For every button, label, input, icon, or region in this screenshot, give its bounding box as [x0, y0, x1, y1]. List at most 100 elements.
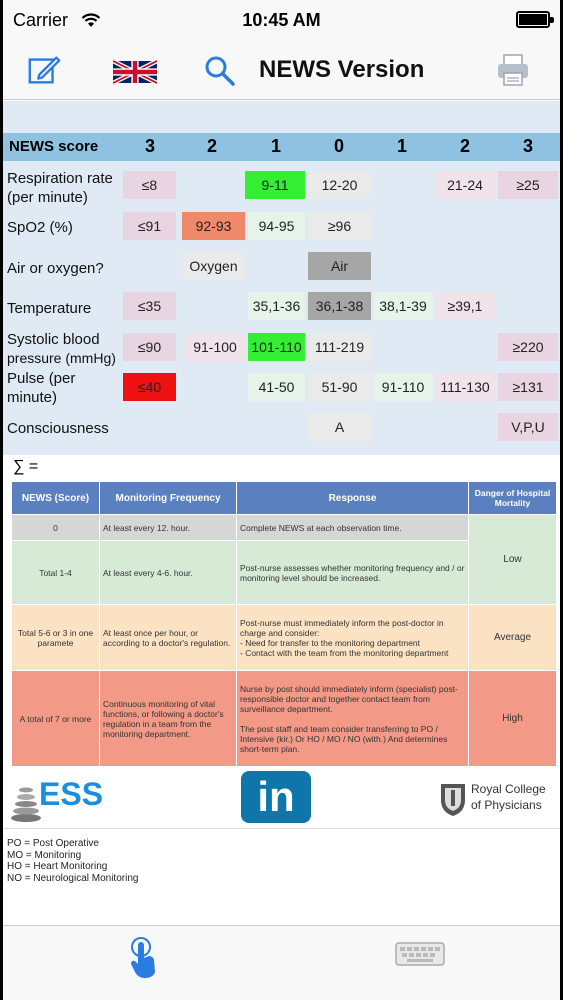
ess-logo-text: ESS — [39, 776, 104, 812]
cell-oxygen[interactable]: Oxygen — [182, 252, 245, 280]
table-row: A total of 7 or more Continuous monitori… — [11, 670, 557, 767]
row-label-pulse: Pulse (per minute) — [7, 370, 76, 406]
divider — [3, 828, 560, 829]
battery-icon — [516, 11, 554, 28]
table-row: Total 1-4 At least every 4-6. hour. Post… — [11, 540, 557, 605]
score-cell: A total of 7 or more — [11, 670, 100, 767]
cell-air-selected[interactable]: Air — [308, 252, 371, 280]
row-label-air-oxygen: Air or oxygen? — [7, 260, 104, 277]
cell-respiration-score2[interactable]: 21-24 — [435, 171, 495, 199]
cell-consciousness-vpu[interactable]: V,P,U — [498, 413, 558, 441]
logo-strip: ESS in Royal College of Physicians — [3, 768, 560, 828]
score-cell: 0 — [11, 514, 100, 541]
legend-item: MO = Monitoring — [7, 849, 82, 861]
response-cell: Complete NEWS at each observation time. — [236, 514, 469, 541]
score-header-label: NEWS score — [9, 138, 99, 155]
row-label-temperature: Temperature — [7, 300, 92, 317]
cell-temperature-score1[interactable]: 35,1-36 — [248, 292, 305, 320]
frequency-cell: At least once per hour, or according to … — [99, 604, 237, 671]
cell-temperature-score3[interactable]: ≤35 — [123, 292, 176, 320]
cell-spo2-score0[interactable]: ≥96 — [308, 212, 371, 240]
nav-bar: NEWS Version — [3, 40, 560, 100]
news-score-panel: NEWS score 3 2 1 0 1 2 3 Respiration rat… — [3, 101, 560, 455]
legend-item: PO = Post Operative — [7, 838, 99, 849]
legend-item: HO = Heart Monitoring — [7, 861, 108, 872]
cell-pulse-score2[interactable]: 111-130 — [435, 373, 495, 401]
sum-label: ∑ = — [13, 458, 39, 475]
cell-spo2-score1[interactable]: 94-95 — [248, 212, 305, 240]
row-label-spo2: SpO2 (%) — [7, 219, 73, 236]
row-label-systolic: Systolic blood pressure (mmHg) — [7, 331, 116, 366]
rcp-line1: Royal College — [471, 782, 546, 796]
keyboard-icon[interactable] — [395, 942, 445, 966]
cell-respiration-score0[interactable]: 12-20 — [308, 171, 371, 199]
cell-temperature-score2[interactable]: ≥39,1 — [435, 292, 495, 320]
cell-temperature-score1-high[interactable]: 38,1-39 — [373, 292, 433, 320]
edit-icon[interactable] — [25, 52, 63, 88]
tab-bar — [3, 925, 560, 1000]
cell-pulse-score1-high[interactable]: 91-110 — [373, 373, 433, 401]
response-table: NEWS (Score) Monitoring Frequency Respon… — [11, 481, 557, 767]
score-header-value: 1 — [396, 136, 407, 156]
cell-temperature-score0-selected[interactable]: 36,1-38 — [308, 292, 371, 320]
rcp-line2: of Physicians — [471, 798, 542, 812]
status-bar: Carrier 10:45 AM — [3, 0, 560, 40]
table-row: Total 5-6 or 3 in one paramete At least … — [11, 604, 557, 671]
legend-item: NO = Neurological Monitoring — [7, 872, 139, 884]
cell-pulse-score0[interactable]: 51-90 — [308, 373, 371, 401]
carrier-label: Carrier — [13, 10, 69, 30]
score-header-value: 2 — [206, 136, 217, 156]
printer-icon[interactable] — [495, 52, 531, 88]
score-header-value: 1 — [270, 136, 281, 156]
response-cell: Post-nurse must immediately inform the p… — [236, 604, 469, 671]
header-news-score: NEWS (Score) — [11, 481, 100, 515]
uk-flag-icon[interactable] — [113, 54, 157, 90]
response-table-header: NEWS (Score) Monitoring Frequency Respon… — [11, 481, 557, 515]
scale-icon — [11, 787, 41, 822]
score-cell: Total 1-4 — [11, 540, 100, 605]
cell-spo2-score3[interactable]: ≤91 — [123, 212, 176, 240]
frequency-cell: Continuous monitoring of vital functions… — [99, 670, 237, 767]
clock: 10:45 AM — [242, 10, 321, 30]
cell-respiration-score3-high[interactable]: ≥25 — [498, 171, 558, 199]
table-row: 0 At least every 12. hour. Complete NEWS… — [11, 514, 557, 605]
response-cell: Nurse by post should immediately inform … — [236, 670, 469, 767]
crest-icon — [441, 784, 465, 816]
tap-hand-icon[interactable] — [127, 936, 161, 980]
cell-consciousness-alert[interactable]: A — [308, 413, 371, 441]
rcp-logo[interactable]: Royal College of Physicians — [439, 778, 559, 822]
cell-systolic-score1-selected[interactable]: 101-110 — [248, 333, 305, 361]
header-monitoring-frequency: Monitoring Frequency — [99, 481, 237, 515]
cell-systolic-score3-high[interactable]: ≥220 — [498, 333, 558, 361]
linkedin-logo[interactable]: in — [241, 771, 311, 823]
cell-systolic-score3[interactable]: ≤90 — [123, 333, 176, 361]
score-header-value: 3 — [522, 136, 533, 156]
cell-systolic-score2[interactable]: 91-100 — [185, 333, 245, 361]
danger-low: Low — [468, 514, 557, 605]
cell-systolic-score0[interactable]: 111-219 — [308, 333, 371, 361]
header-danger: Danger of Hospital Mortality — [468, 481, 557, 515]
row-label-consciousness: Consciousness — [7, 420, 109, 437]
ess-logo[interactable]: ESS — [9, 774, 104, 824]
response-cell: Post-nurse assesses whether monitoring f… — [236, 540, 469, 605]
danger-high: High — [468, 670, 557, 767]
app-screen: Carrier 10:45 AM NEWS Version — [3, 0, 560, 1000]
frequency-cell: At least every 12. hour. — [99, 514, 237, 541]
score-cell: Total 5-6 or 3 in one paramete — [11, 604, 100, 671]
header-response: Response — [236, 481, 469, 515]
score-header-value: 0 — [333, 136, 344, 156]
score-header-value: 3 — [144, 136, 155, 156]
frequency-cell: At least every 4-6. hour. — [99, 540, 237, 605]
cell-pulse-score3-high[interactable]: ≥131 — [498, 373, 558, 401]
score-header-row: NEWS score 3 2 1 0 1 2 3 — [3, 133, 560, 161]
cell-pulse-score1[interactable]: 41-50 — [248, 373, 305, 401]
cell-respiration-score1-selected[interactable]: 9-11 — [245, 171, 305, 199]
danger-average: Average — [468, 604, 557, 671]
row-label-respiration: Respiration rate (per minute) — [7, 170, 113, 206]
cell-respiration-score3[interactable]: ≤8 — [123, 171, 176, 199]
wifi-icon — [81, 13, 101, 27]
score-header-value: 2 — [459, 136, 470, 156]
cell-spo2-score2-selected[interactable]: 92-93 — [182, 212, 245, 240]
cell-pulse-score3-selected[interactable]: ≤40 — [123, 373, 176, 401]
search-icon[interactable] — [203, 53, 237, 89]
